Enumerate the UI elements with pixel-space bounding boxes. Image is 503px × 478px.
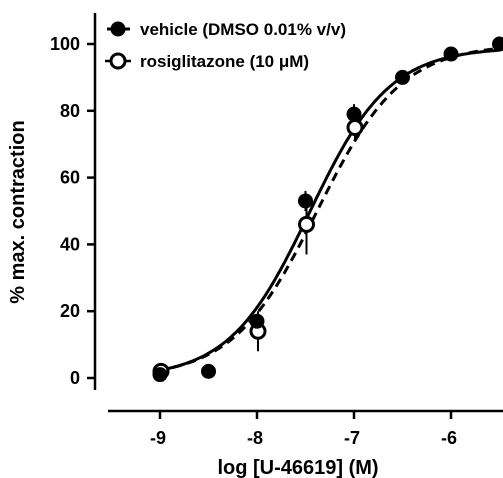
point-vehicle — [492, 36, 503, 52]
legend-marker-vehicle — [110, 21, 126, 37]
point-vehicle — [346, 106, 362, 122]
data-points — [152, 36, 503, 383]
y-ticks: 0 20 40 60 80 100 — [50, 34, 95, 388]
legend-marker-rosiglitazone — [109, 52, 127, 70]
legend-label-rosiglitazone: rosiglitazone (10 μM) — [140, 52, 309, 71]
point-vehicle — [152, 367, 168, 383]
y-tick-label: 20 — [60, 301, 80, 321]
y-tick-label: 0 — [70, 368, 80, 388]
point-vehicle — [249, 313, 265, 329]
point-rosiglitazone — [298, 215, 315, 233]
point-vehicle — [443, 46, 459, 62]
fit-curves — [157, 46, 500, 373]
point-vehicle — [298, 193, 313, 209]
y-tick-label: 60 — [60, 168, 80, 188]
point-vehicle — [395, 69, 410, 85]
x-tick-label: -8 — [247, 428, 263, 448]
x-ticks: -9 -8 -7 -6 — [150, 411, 457, 448]
axes — [93, 13, 503, 413]
legend: vehicle (DMSO 0.01% v/v) rosiglitazone (… — [105, 20, 346, 71]
legend-item-rosiglitazone: rosiglitazone (10 μM) — [105, 52, 309, 71]
x-tick-label: -7 — [344, 428, 360, 448]
y-axis-title: % max. contraction — [7, 120, 29, 303]
y-tick-label: 40 — [60, 234, 80, 254]
x-tick-label: -9 — [150, 428, 166, 448]
y-tick-label: 80 — [60, 101, 80, 121]
point-rosiglitazone — [346, 119, 364, 136]
x-axis-title: log [U-46619] (M) — [217, 457, 378, 478]
point-vehicle — [201, 363, 216, 379]
y-tick-label: 100 — [50, 34, 80, 54]
legend-item-vehicle: vehicle (DMSO 0.01% v/v) — [107, 20, 346, 39]
x-tick-label: -6 — [441, 428, 457, 448]
fit-curve-vehicle — [157, 48, 500, 373]
fit-curve-rosiglitazone — [157, 46, 500, 372]
legend-label-vehicle: vehicle (DMSO 0.01% v/v) — [140, 20, 346, 39]
